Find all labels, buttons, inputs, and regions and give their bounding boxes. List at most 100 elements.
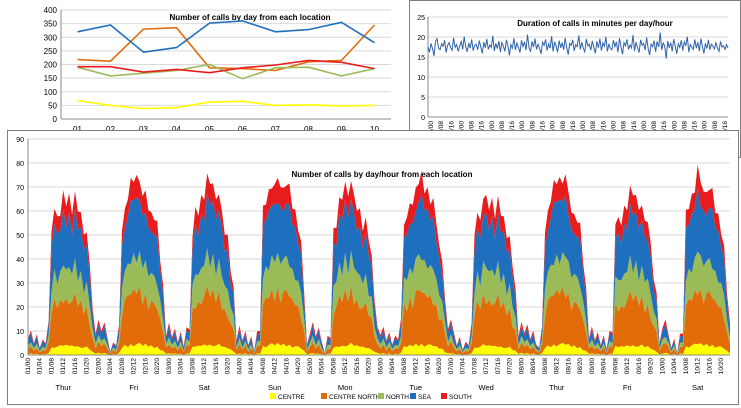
day-label: Wed (479, 383, 494, 392)
x-tick-label: 09/16 (636, 358, 643, 375)
x-tick-label: 10/08 (712, 121, 719, 138)
y-tick-label: 0 (53, 115, 58, 124)
x-tick-label: 03 (139, 125, 148, 134)
x-tick-label: 04/04 (248, 358, 255, 375)
legend-swatch (441, 393, 447, 399)
x-tick-label: 02/04 (107, 358, 114, 375)
day-label: Sun (268, 383, 281, 392)
day-label: Thur (549, 383, 565, 392)
x-tick-label: 02 (106, 125, 115, 134)
x-tick-label: 06 (238, 125, 247, 134)
y-tick-label: 200 (44, 61, 58, 70)
x-tick-label: 07/16 (631, 121, 638, 138)
x-tick-label: 07/08 (621, 121, 628, 138)
area-series (28, 248, 730, 355)
x-tick-label: 01/16 (448, 121, 455, 138)
x-tick-label: 08/12 (554, 358, 561, 375)
day-label: Thur (56, 383, 72, 392)
legend-label: SEA (418, 394, 432, 401)
legend-label: NORTH (386, 394, 409, 401)
x-tick-label: 04/12 (272, 358, 279, 375)
day-label: Fri (129, 383, 138, 392)
x-tick-label: 01 (73, 125, 82, 134)
area-series (28, 187, 730, 354)
x-tick-label: 03/08 (499, 121, 506, 138)
x-tick-label: 05/00 (550, 121, 557, 138)
x-tick-label: 03/00 (166, 358, 173, 375)
y-tick-label: 100 (44, 88, 58, 97)
y-tick-label: 0 (20, 353, 24, 360)
x-tick-label: 03/04 (178, 358, 185, 375)
y-tick-label: 0 (421, 115, 425, 122)
series-line (77, 24, 376, 72)
y-tick-label: 80 (16, 161, 24, 168)
x-tick-label: 08/16 (566, 358, 573, 375)
x-tick-label: 07/16 (495, 358, 502, 375)
y-tick-label: 350 (44, 20, 58, 29)
x-tick-label: 02/12 (131, 358, 138, 375)
x-tick-label: 02/16 (143, 358, 150, 375)
x-tick-label: 03/12 (201, 358, 208, 375)
x-tick-label: 07/08 (472, 358, 479, 375)
x-tick-label: 06/00 (378, 358, 385, 375)
series-line (427, 32, 729, 59)
y-tick-label: 20 (417, 35, 425, 42)
y-tick-label: 90 (16, 137, 24, 144)
x-tick-label: 04/16 (284, 358, 291, 375)
series-line (77, 63, 375, 80)
legend-swatch (321, 393, 327, 399)
x-tick-label: 07/20 (507, 358, 514, 375)
x-tick-label: 05/00 (307, 358, 314, 375)
x-tick-label: 06/08 (401, 358, 408, 375)
y-tick-label: 10 (16, 329, 24, 336)
x-tick-label: 06/08 (590, 121, 597, 138)
x-tick-label: 09/00 (671, 121, 678, 138)
x-tick-label: 06/04 (389, 358, 396, 375)
x-tick-label: 01/00 (25, 358, 32, 375)
x-tick-label: 05/08 (331, 358, 338, 375)
x-tick-label: 02/20 (154, 358, 161, 375)
series-line (77, 59, 375, 74)
x-tick-label: 08/16 (661, 121, 668, 138)
day-label: Sat (692, 383, 704, 392)
legend-swatch (410, 393, 416, 399)
x-tick-label: 08/20 (577, 358, 584, 375)
x-tick-label: 04 (172, 125, 181, 134)
calls-by-hour-chart: Number of calls by day/hour from each lo… (7, 130, 739, 405)
x-tick-label: 07/00 (448, 358, 455, 375)
area-series (28, 285, 730, 355)
y-tick-label: 15 (417, 55, 425, 62)
x-tick-label: 09/04 (601, 358, 608, 375)
y-tick-label: 10 (417, 75, 425, 82)
x-tick-label: 09/16 (692, 121, 699, 138)
day-label: Fri (623, 383, 632, 392)
x-tick-label: 05/12 (342, 358, 349, 375)
y-tick-label: 50 (48, 101, 57, 110)
x-tick-label: 09/00 (589, 358, 596, 375)
y-tick-label: 50 (16, 233, 24, 240)
x-tick-label: 01/08 (49, 358, 56, 375)
y-tick-label: 300 (44, 33, 58, 42)
x-tick-label: 10/00 (659, 358, 666, 375)
x-tick-label: 02/08 (469, 121, 476, 138)
x-tick-label: 06/20 (436, 358, 443, 375)
x-tick-label: 10/16 (722, 121, 729, 138)
x-tick-label: 07/12 (483, 358, 490, 375)
x-tick-label: 02/16 (479, 121, 486, 138)
day-label: Sat (199, 383, 211, 392)
y-tick-label: 25 (417, 15, 425, 22)
calls-by-hour-svg: Number of calls by day/hour from each lo… (16, 137, 730, 401)
y-tick-label: 400 (44, 6, 58, 15)
x-tick-label: 04/08 (260, 358, 267, 375)
x-tick-label: 04/16 (540, 121, 547, 138)
legend-label: CENTRE (278, 394, 305, 401)
x-tick-label: 04/00 (237, 358, 244, 375)
y-tick-label: 30 (16, 281, 24, 288)
x-tick-label: 09/20 (648, 358, 655, 375)
x-tick-label: 05/04 (319, 358, 326, 375)
x-tick-label: 10/04 (671, 358, 678, 375)
series-line (77, 20, 375, 54)
x-tick-label: 01/04 (37, 358, 44, 375)
x-tick-label: 01/08 (438, 121, 445, 138)
x-tick-label: 05/16 (354, 358, 361, 375)
